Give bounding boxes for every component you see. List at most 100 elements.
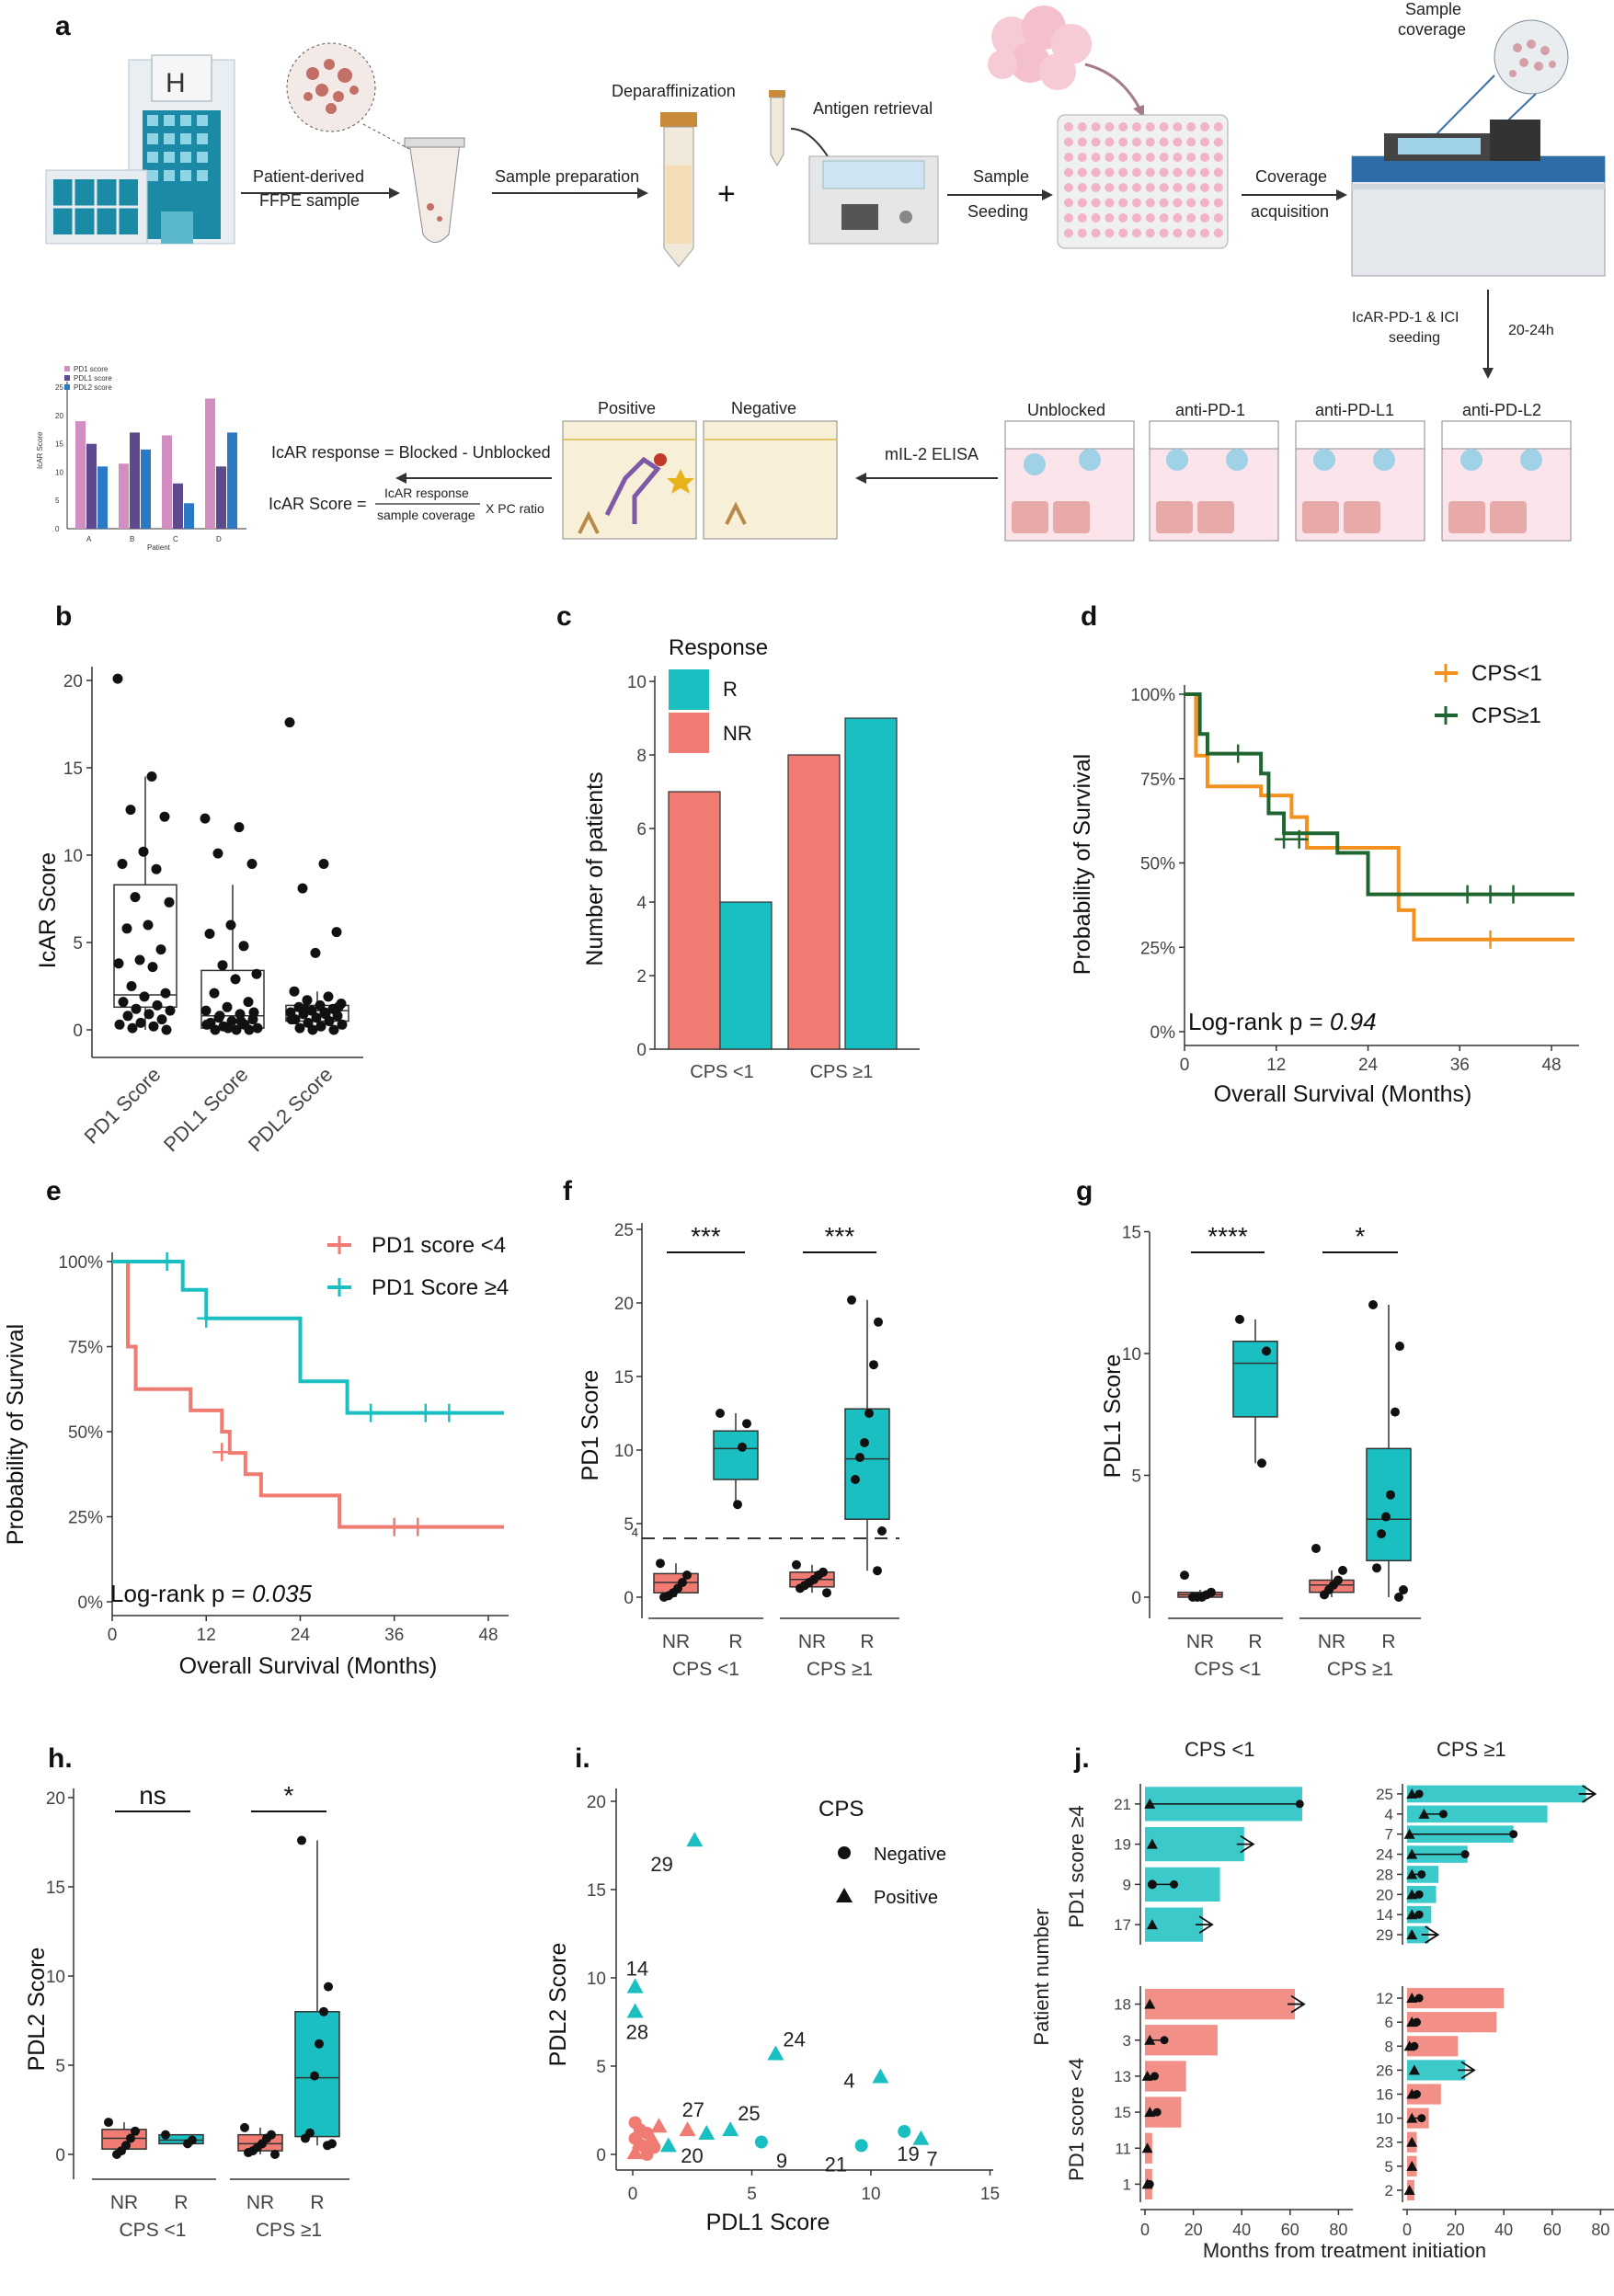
i-ytick-label: 15: [587, 1881, 606, 1901]
e-pvalue: 0.035: [252, 1580, 313, 1607]
tube-icon: [404, 137, 465, 243]
j-circle-marker: [1147, 1879, 1157, 1890]
plate-well: [1064, 167, 1073, 177]
j-patient-label: 11: [1115, 2140, 1131, 2157]
plate-well: [1145, 198, 1155, 208]
b-point: [225, 920, 236, 931]
i-ytick-label: 20: [587, 1793, 606, 1812]
mini-bar-A-0: [75, 421, 86, 529]
plate-well: [1118, 122, 1128, 131]
e-annotation: Log-rank p = 0.035: [110, 1580, 313, 1607]
plate-well: [1186, 228, 1196, 238]
b-point: [328, 1024, 339, 1035]
i-point-label: 7: [926, 2148, 937, 2171]
plate-well: [1159, 122, 1169, 131]
j-patient-label: 28: [1376, 1866, 1393, 1883]
panel-label-h: h.: [48, 1743, 73, 1774]
g-point: [1399, 1585, 1408, 1595]
mini-legend-swatch-pdl2: [64, 384, 70, 390]
b-ylabel: IcAR Score: [35, 852, 61, 968]
c-bar-r-0: [719, 901, 773, 1050]
mini-legend-pdl2: PDL2 score: [74, 383, 112, 392]
g-group-label: NR: [1318, 1631, 1345, 1652]
plate-well: [1159, 198, 1169, 208]
d-ytick-label: 75%: [1140, 771, 1175, 790]
c-legend-swatch-nr: [669, 713, 709, 753]
j-dot-marker: [1145, 2179, 1154, 2188]
plate-well: [1213, 198, 1223, 208]
b-point: [284, 717, 295, 728]
i-point-circle: [898, 2125, 911, 2139]
j-patient-label: 1: [1123, 2176, 1131, 2193]
h-point: [301, 2133, 310, 2143]
j-triangle-marker: [1144, 1998, 1156, 2009]
g-ytick-label: 15: [1122, 1224, 1141, 1243]
c-legend-title: Response: [669, 635, 768, 660]
f-ytick-label: 25: [614, 1221, 634, 1240]
mini-bar-chart: A B C D 0 5 10 15 20 25 PD1 score PDL1 score PDL2…: [36, 365, 246, 552]
j-triangle-marker: [1406, 1788, 1418, 1799]
h-ytick-label: 15: [46, 1879, 65, 1898]
h-point: [112, 2150, 121, 2159]
j-patient-label: 6: [1385, 2014, 1393, 2031]
plate-well: [1064, 198, 1073, 208]
plate-well: [1173, 198, 1183, 208]
g-point: [1320, 1590, 1329, 1600]
j-patient-label: 14: [1376, 1906, 1393, 1924]
i-point-label: 25: [738, 2102, 760, 2125]
panel-label-a: a: [55, 11, 71, 41]
f-point: [715, 1409, 725, 1418]
j-dot-marker: [1460, 1850, 1470, 1859]
j-dot-marker: [1414, 1993, 1424, 2003]
e-ytick-label: 0%: [78, 1593, 104, 1613]
b-point: [121, 923, 132, 934]
response-formula: IcAR response = Blocked - Unblocked: [271, 443, 551, 462]
i-point-label: 4: [843, 2070, 854, 2093]
step3-line1: Sample: [973, 167, 1029, 186]
curved-arrow: [790, 128, 829, 157]
j-dot-marker: [1438, 1810, 1448, 1819]
j-dot-marker: [1170, 1879, 1179, 1889]
j-patient-label: 8: [1385, 2038, 1393, 2055]
h-point: [244, 2148, 253, 2158]
g-point: [1386, 1490, 1395, 1500]
plate-well: [1213, 167, 1223, 177]
b-point: [204, 929, 215, 939]
b-point: [118, 997, 129, 1008]
j-patient-label: 5: [1385, 2158, 1393, 2176]
j-triangle-marker: [1146, 1838, 1158, 1849]
b-point: [143, 920, 154, 931]
b-point: [114, 1019, 125, 1030]
mini-legend-swatch-pdl1: [64, 375, 70, 381]
f-point: [656, 1559, 665, 1569]
i-point-triangle: [626, 1978, 644, 1993]
j-arrow-icon: [1578, 1785, 1597, 1803]
b-point: [244, 1024, 255, 1035]
j-row-title-low: PD1 score <4: [1065, 2058, 1088, 2181]
j-dot-marker: [1417, 2114, 1426, 2123]
g-cps-label: CPS <1: [1195, 1659, 1262, 1680]
plate-well: [1077, 167, 1087, 177]
mini-ytick: 20: [55, 412, 63, 420]
plate-well: [1077, 183, 1087, 192]
plate-well: [1173, 228, 1183, 238]
plate-well: [1200, 153, 1209, 162]
h-box: [158, 2133, 204, 2145]
j-ylabel: Patient number: [1030, 1908, 1053, 2045]
plate-well: [1091, 167, 1101, 177]
g-point: [1180, 1571, 1189, 1581]
panel-label-d: d: [1081, 601, 1097, 632]
b-ytick-label: 15: [63, 760, 83, 779]
j-dot-marker: [1417, 1869, 1426, 1879]
plate-well: [1159, 213, 1169, 223]
j-patient-label: 4: [1385, 1806, 1393, 1823]
plate-well: [1077, 137, 1087, 147]
b-point: [161, 1024, 172, 1035]
h-point: [126, 2133, 135, 2143]
plate-well: [1105, 122, 1115, 131]
plate-well: [1213, 228, 1223, 238]
plate-well: [1159, 153, 1169, 162]
f-point: [796, 1583, 805, 1593]
antigen-retrieval-label: Antigen retrieval: [813, 99, 933, 118]
